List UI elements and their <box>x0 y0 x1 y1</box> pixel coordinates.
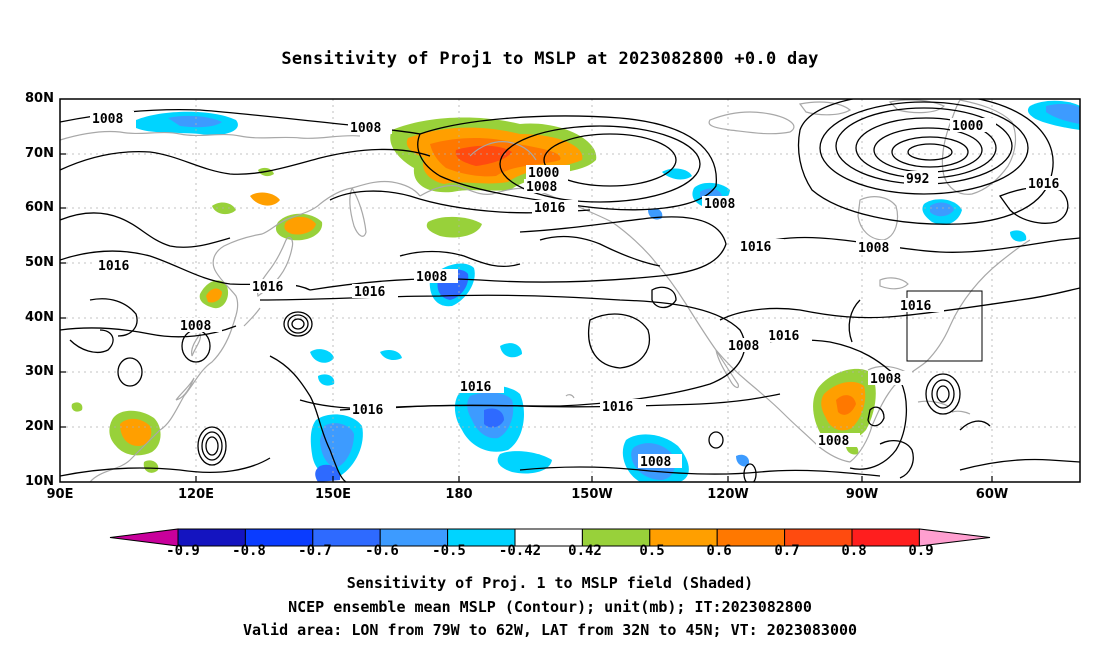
contour-label: 1016 <box>534 201 565 216</box>
lat-label-60n: 60N <box>25 200 54 215</box>
contour-label: 1008 <box>858 241 889 256</box>
lon-label-60w: 60W <box>975 487 1009 502</box>
lon-label-90w: 90W <box>845 487 879 502</box>
caption-line-2: NCEP ensemble mean MSLP (Contour); unit(… <box>288 598 812 616</box>
contour-label: 1016 <box>352 403 383 418</box>
colorbar-label: -0.7 <box>298 543 332 559</box>
colorbar-label: 0.8 <box>841 543 867 559</box>
lon-label-120e: 120E <box>177 487 215 502</box>
colorbar <box>109 528 991 547</box>
lon-label-180: 180 <box>445 487 473 502</box>
axis-ticks <box>60 153 993 482</box>
mslp-contours <box>60 99 1080 482</box>
map-frame <box>59 98 1081 483</box>
lon-label-120w: 120W <box>707 487 749 502</box>
caption-line-1: Sensitivity of Proj. 1 to MSLP field (Sh… <box>346 574 754 592</box>
contour-label: 1008 <box>870 372 901 387</box>
colorbar-label: -0.6 <box>365 543 399 559</box>
lat-label-70n: 70N <box>25 146 54 161</box>
colorbar-label: 0.5 <box>639 543 665 559</box>
caption-line-3: Valid area: LON from 79W to 62W, LAT fro… <box>242 621 858 639</box>
plot-title: Sensitivity of Proj1 to MSLP at 20230828… <box>281 49 819 69</box>
colorbar-label: -0.42 <box>498 543 542 559</box>
contour-label: 1016 <box>98 259 129 274</box>
contour-label: 992 <box>906 172 929 187</box>
contour-label: 1016 <box>768 329 799 344</box>
contour-label: 1008 <box>180 319 211 334</box>
contour-labels: 1008 1008 1000 1008 1016 1016 1008 1016 … <box>90 111 1072 470</box>
contour-label: 1000 <box>952 119 983 134</box>
contour-label: 1008 <box>350 121 381 136</box>
contour-label: 1008 <box>818 434 849 449</box>
valid-area-box <box>906 290 983 362</box>
contour-label: 1016 <box>252 280 283 295</box>
contour-label: 1008 <box>526 180 557 195</box>
colorbar-label: -0.9 <box>166 543 200 559</box>
colorbar-label: 0.9 <box>908 543 934 559</box>
lat-label-50n: 50N <box>25 255 54 270</box>
contour-label: 1008 <box>92 112 123 127</box>
lat-label-20n: 20N <box>25 419 54 434</box>
lon-label-90e: 90E <box>46 487 74 502</box>
colorbar-label: 0.6 <box>706 543 732 559</box>
contour-label: 1008 <box>416 270 447 285</box>
contour-label: 1016 <box>354 285 385 300</box>
contour-label: 1008 <box>728 339 759 354</box>
colorbar-arrow-right <box>918 528 991 547</box>
lon-label-150e: 150E <box>314 487 352 502</box>
contour-label: 1008 <box>704 197 735 212</box>
sensitivity-shading <box>71 100 1080 482</box>
contour-label: 1016 <box>900 299 931 314</box>
lat-label-10n: 10N <box>25 474 54 489</box>
contour-label: 1008 <box>640 455 671 470</box>
colorbar-label: 0.7 <box>774 543 800 559</box>
contour-label: 1000 <box>528 166 559 181</box>
coastlines <box>60 99 1031 482</box>
contour-label: 1016 <box>602 400 633 415</box>
contour-label: 1016 <box>1028 177 1059 192</box>
lat-label-40n: 40N <box>25 310 54 325</box>
colorbar-label: -0.8 <box>232 543 266 559</box>
lat-label-80n: 80N <box>25 91 54 106</box>
colorbar-label: 0.42 <box>568 543 602 559</box>
contour-label: 1016 <box>740 240 771 255</box>
colorbar-label: -0.5 <box>432 543 466 559</box>
lon-label-150w: 150W <box>571 487 613 502</box>
contour-label: 1016 <box>460 380 491 395</box>
lat-label-30n: 30N <box>25 364 54 379</box>
